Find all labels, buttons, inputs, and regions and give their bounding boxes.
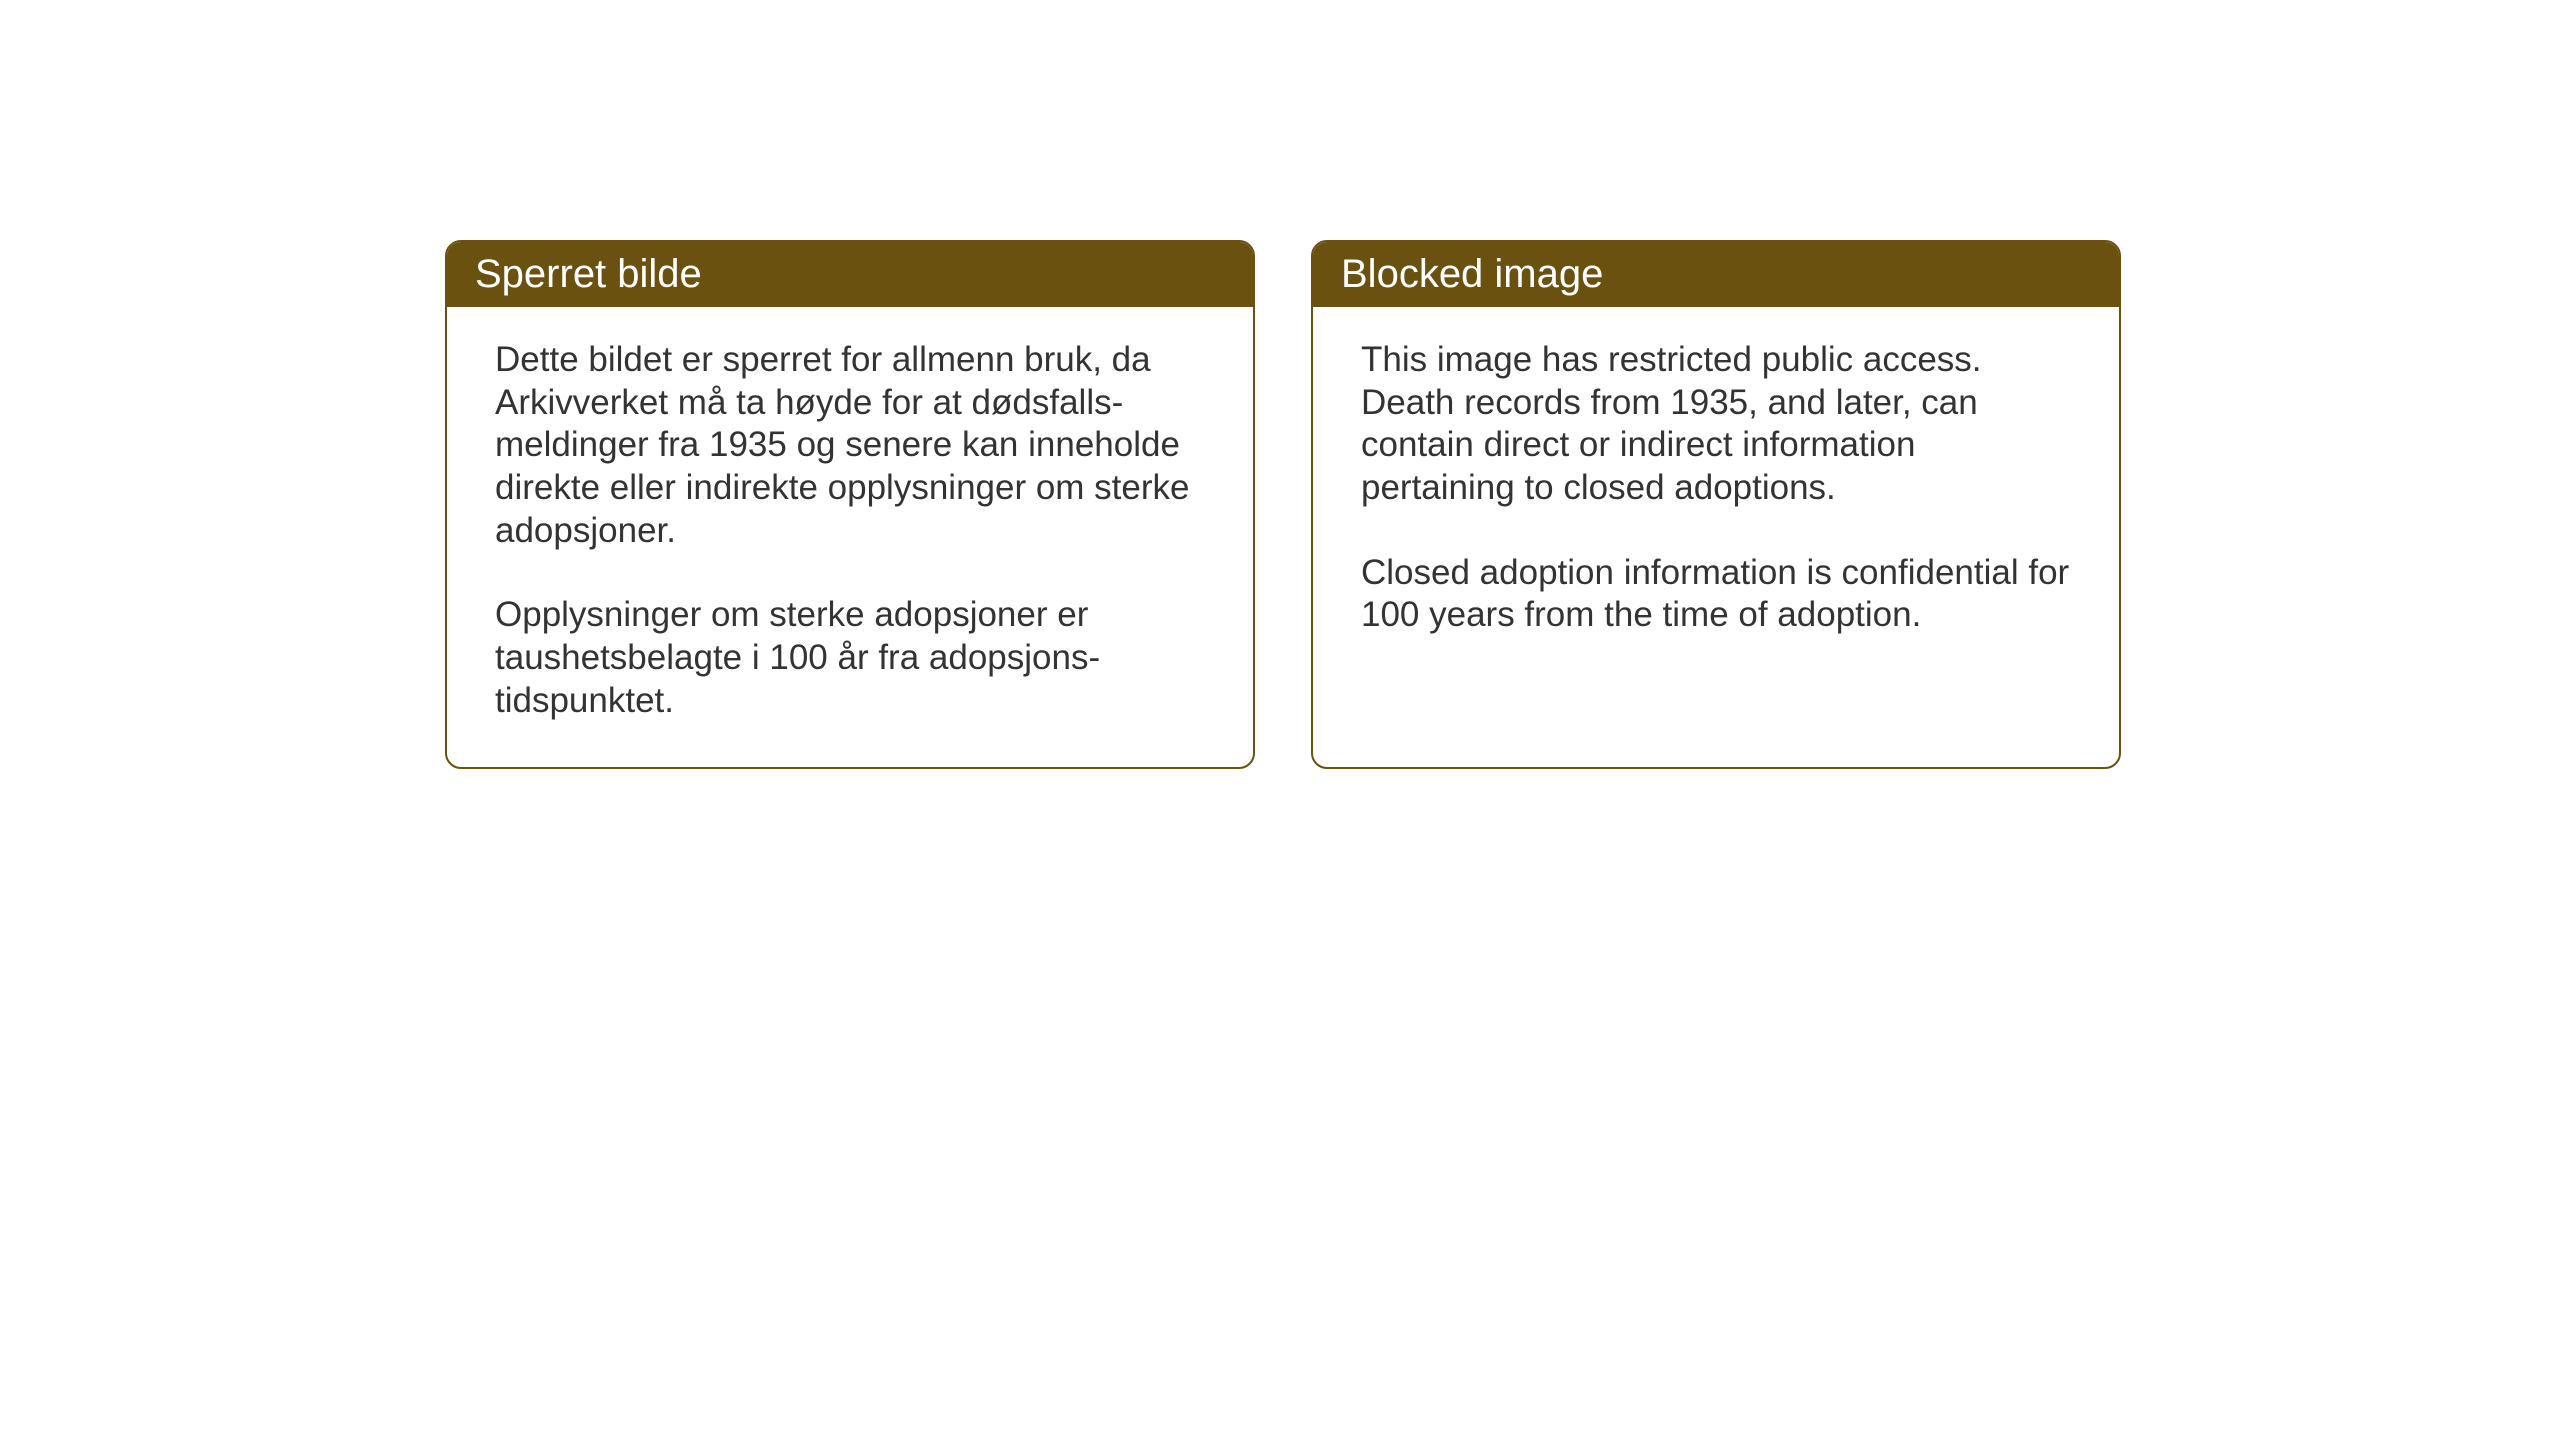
notice-container: Sperret bilde Dette bildet er sperret fo… bbox=[445, 240, 2121, 769]
notice-card-english: Blocked image This image has restricted … bbox=[1311, 240, 2121, 769]
notice-title-norwegian: Sperret bilde bbox=[475, 252, 702, 296]
notice-header-english: Blocked image bbox=[1313, 242, 2119, 307]
notice-card-norwegian: Sperret bilde Dette bildet er sperret fo… bbox=[445, 240, 1255, 769]
notice-paragraph-1-english: This image has restricted public access.… bbox=[1361, 339, 2071, 510]
notice-paragraph-1-norwegian: Dette bildet er sperret for allmenn bruk… bbox=[495, 339, 1205, 552]
notice-paragraph-2-norwegian: Opplysninger om sterke adopsjoner er tau… bbox=[495, 594, 1205, 722]
notice-title-english: Blocked image bbox=[1341, 252, 1603, 296]
notice-header-norwegian: Sperret bilde bbox=[447, 242, 1253, 307]
notice-paragraph-2-english: Closed adoption information is confident… bbox=[1361, 552, 2071, 637]
notice-body-english: This image has restricted public access.… bbox=[1313, 307, 2119, 681]
notice-body-norwegian: Dette bildet er sperret for allmenn bruk… bbox=[447, 307, 1253, 767]
